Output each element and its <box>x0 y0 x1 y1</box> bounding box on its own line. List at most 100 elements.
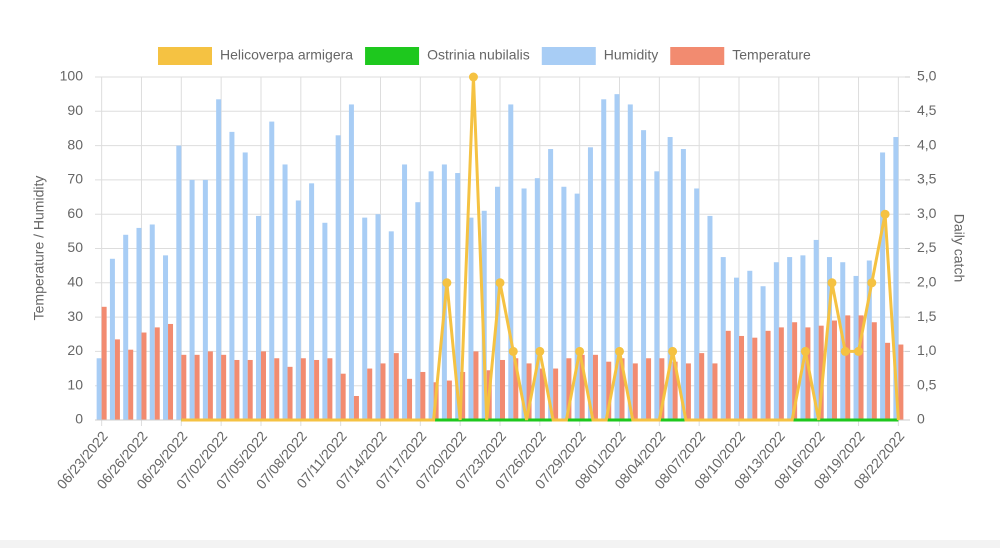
y-tick-label: 80 <box>67 136 83 152</box>
y-tick-label: 30 <box>67 308 83 324</box>
bar <box>566 358 572 420</box>
bar <box>561 186 567 420</box>
bar <box>163 255 169 420</box>
y2-tick-label: 0 <box>917 411 925 427</box>
legend-label: Temperature <box>732 47 811 63</box>
bar <box>446 380 452 420</box>
bar <box>181 354 187 420</box>
bar <box>176 145 182 420</box>
bar <box>734 277 740 420</box>
bar <box>380 363 386 420</box>
bar <box>805 327 811 420</box>
bar <box>242 152 248 420</box>
bar <box>229 131 235 420</box>
bar <box>866 260 872 420</box>
bar <box>587 147 593 420</box>
bar <box>880 152 886 420</box>
bar <box>216 99 222 421</box>
bar <box>667 137 673 420</box>
bar <box>123 234 129 420</box>
bar <box>601 99 607 421</box>
bar <box>455 173 461 420</box>
line-point <box>668 346 678 356</box>
line-point <box>508 346 518 356</box>
bar <box>826 257 832 420</box>
bar <box>787 257 793 420</box>
bar <box>720 257 726 420</box>
y-tick-label: 60 <box>67 205 83 221</box>
bar <box>893 137 899 420</box>
bar <box>641 130 647 421</box>
bar <box>548 149 554 420</box>
bar <box>818 325 824 420</box>
bar <box>415 202 421 420</box>
y-tick-label: 40 <box>67 274 83 290</box>
bar <box>752 337 758 420</box>
y2-tick-label: 4,0 <box>917 136 937 152</box>
bar <box>348 104 354 420</box>
bar <box>500 359 505 420</box>
bar <box>136 227 142 420</box>
bar <box>362 217 368 420</box>
bar <box>194 354 200 420</box>
bar <box>468 217 474 420</box>
bar <box>327 358 333 420</box>
bar <box>168 323 174 420</box>
bar <box>694 188 700 420</box>
y2-tick-label: 1,5 <box>917 308 937 324</box>
bar <box>539 368 545 420</box>
bar <box>274 358 280 420</box>
bar <box>592 354 598 420</box>
bar <box>712 363 718 420</box>
bar <box>646 358 652 420</box>
bar <box>335 135 341 420</box>
legend-label: Helicoverpa armigera <box>220 47 353 63</box>
line-point <box>800 346 810 356</box>
y2-tick-label: 3,5 <box>917 171 937 187</box>
legend-swatch <box>158 47 212 65</box>
bar <box>282 164 288 420</box>
bar <box>353 395 359 420</box>
bar <box>513 358 519 420</box>
bar <box>340 373 346 420</box>
line-point <box>575 346 585 356</box>
bar <box>247 359 253 420</box>
y2-tick-label: 1,0 <box>917 342 937 358</box>
bar <box>606 361 612 420</box>
bar <box>813 239 819 420</box>
bar <box>632 363 638 420</box>
bar <box>760 286 766 420</box>
bar <box>521 188 527 420</box>
line-point <box>495 278 505 288</box>
bar <box>420 371 426 420</box>
bar <box>260 351 266 420</box>
line-point <box>867 278 877 288</box>
line-point <box>442 278 452 288</box>
bar <box>221 354 227 420</box>
bar <box>725 330 731 420</box>
bar <box>114 339 120 420</box>
y2-tick-label: 5,0 <box>917 68 937 84</box>
y2-tick-label: 2,0 <box>917 274 937 290</box>
bar <box>295 200 301 420</box>
bar <box>800 255 806 420</box>
bar <box>659 358 665 420</box>
y-tick-label: 50 <box>67 239 83 255</box>
legend-label: Ostrinia nubilalis <box>427 47 530 63</box>
footer-band <box>0 540 1000 548</box>
legend-swatch <box>670 47 725 65</box>
bar <box>309 183 315 420</box>
bar <box>314 359 320 420</box>
bar <box>765 330 771 420</box>
bar <box>871 322 877 420</box>
bar <box>614 94 620 421</box>
bar <box>885 342 891 420</box>
line-point <box>827 278 837 288</box>
bar <box>672 361 678 420</box>
bar <box>707 215 713 420</box>
y-tick-label: 70 <box>67 171 83 187</box>
bar <box>481 210 487 420</box>
y-tick-label: 90 <box>67 102 83 118</box>
y2-tick-label: 2,5 <box>917 239 937 255</box>
